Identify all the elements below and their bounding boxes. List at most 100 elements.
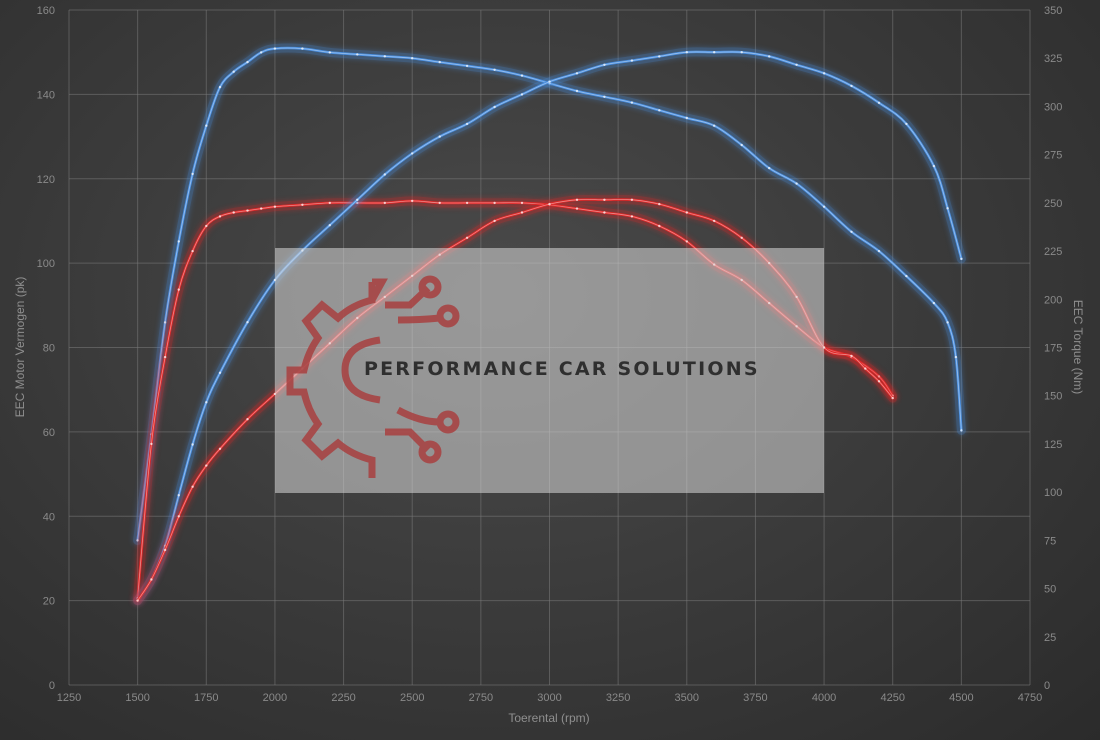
data-point [150,578,153,581]
data-point [493,68,496,72]
data-point [850,354,853,358]
data-point [163,548,167,552]
left-tick-label: 40 [43,511,55,523]
data-point [713,124,716,127]
data-point [954,355,958,359]
data-point [465,122,469,126]
data-point [383,173,386,176]
data-point [163,355,167,359]
data-point [218,447,222,450]
x-tick-label: 2500 [400,692,424,704]
right-tick-label: 225 [1044,246,1062,258]
data-point [438,135,441,138]
data-point [273,205,277,208]
left-tick-label: 120 [37,174,55,186]
left-tick-label: 60 [43,427,55,439]
data-point [575,72,579,75]
data-point [960,257,963,261]
right-axis-title: EEC Torque (Nm) [1071,300,1085,394]
watermark-panel [275,248,824,493]
data-point [328,224,331,227]
data-point [658,224,661,228]
data-point [603,63,606,66]
x-tick-label: 2000 [263,692,287,704]
data-point [177,494,180,497]
right-tick-label: 350 [1044,5,1062,17]
data-point [891,396,894,400]
data-point [713,51,716,54]
data-point [191,485,194,488]
data-point [685,51,688,54]
data-point [411,199,414,203]
data-point [932,164,936,168]
data-point [877,101,881,105]
right-tick-label: 200 [1044,294,1062,306]
data-point [713,219,716,223]
data-point [850,230,853,233]
data-point [177,288,180,291]
right-tick-label: 75 [1044,535,1056,547]
data-point [575,89,579,93]
left-tick-label: 140 [37,89,55,101]
data-point [232,70,235,73]
data-point [438,201,441,205]
data-point [493,201,496,205]
data-point [548,80,551,83]
data-point [630,215,634,218]
left-tick-label: 0 [49,680,55,692]
right-axis-ticks: 0 25 50 75 100 125 150 175 200 225 250 275 300 325 350 [1044,5,1062,692]
data-point [150,442,153,446]
data-point [575,207,579,210]
data-point [768,55,771,58]
data-point [822,205,826,208]
data-point [960,429,963,432]
data-point [658,202,661,206]
data-point [548,202,551,206]
data-point [411,152,414,155]
right-tick-label: 125 [1044,439,1062,451]
data-point [177,240,180,243]
left-axis-ticks: 0 20 40 60 80 100 120 140 160 [37,5,55,692]
data-point [163,321,167,324]
data-point [246,418,249,421]
data-point [356,53,359,56]
data-point [946,207,949,210]
data-point [520,74,524,77]
data-point [493,105,496,109]
right-tick-label: 325 [1044,53,1062,65]
data-point [383,55,386,58]
data-point [328,51,331,54]
right-tick-label: 50 [1044,584,1056,596]
data-point [905,122,908,126]
left-tick-label: 20 [43,596,55,608]
data-point [520,93,524,96]
data-point [218,85,222,89]
right-tick-label: 25 [1044,632,1056,644]
x-tick-label: 2750 [469,692,493,704]
data-point [411,57,414,60]
data-point [575,198,579,201]
data-point [191,443,194,446]
data-point [136,599,139,602]
data-point [630,198,634,201]
right-tick-label: 250 [1044,198,1062,210]
data-point [205,464,208,467]
data-point [191,172,194,176]
data-point [740,51,743,54]
data-point [301,47,304,50]
x-tick-label: 2250 [331,692,355,704]
data-point [438,60,441,64]
data-point [658,109,661,112]
data-point [328,201,331,205]
series-1 [133,43,966,545]
data-point [465,201,469,205]
data-point [603,211,606,214]
data-point [246,209,249,212]
data-point [205,224,208,228]
x-tick-label: 3250 [606,692,630,704]
x-tick-label: 4000 [812,692,836,704]
data-point [383,201,386,205]
data-point [740,236,743,239]
left-tick-label: 160 [37,5,55,17]
